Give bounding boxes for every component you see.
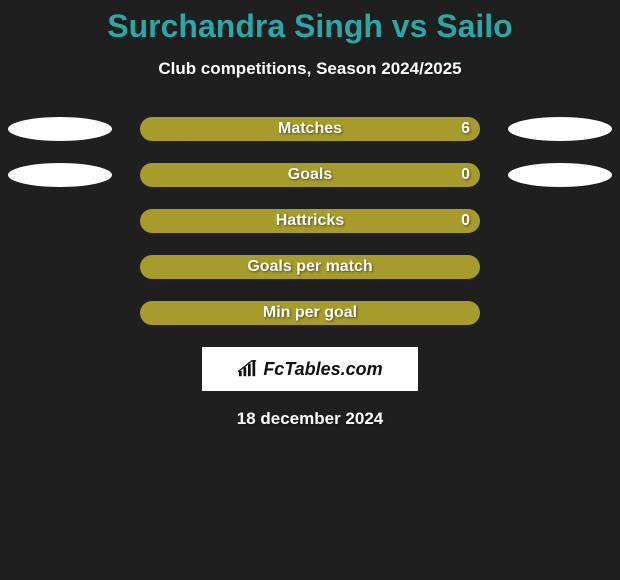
stat-bar: Goals 0 [140, 163, 480, 187]
page-subtitle: Club competitions, Season 2024/2025 [0, 59, 620, 79]
stat-row: Hattricks 0 [0, 209, 620, 233]
stat-value-right: 6 [461, 120, 470, 138]
stat-bar: Hattricks 0 [140, 209, 480, 233]
logo-box: FcTables.com [202, 347, 418, 391]
logo-text: FcTables.com [263, 359, 382, 380]
bar-chart-icon [237, 360, 259, 378]
stat-bar: Matches 6 [140, 117, 480, 141]
right-pill [508, 117, 612, 141]
comparison-infographic: Surchandra Singh vs Sailo Club competiti… [0, 0, 620, 580]
stat-label: Min per goal [140, 304, 480, 322]
stat-bar: Goals per match [140, 255, 480, 279]
stat-label: Matches [140, 120, 480, 138]
stat-label: Goals [140, 166, 480, 184]
stat-row: Goals 0 [0, 163, 620, 187]
stat-label: Goals per match [140, 258, 480, 276]
left-pill [8, 163, 112, 187]
left-pill [8, 117, 112, 141]
stat-label: Hattricks [140, 212, 480, 230]
stat-row: Goals per match [0, 255, 620, 279]
stat-value-right: 0 [461, 166, 470, 184]
right-pill [508, 163, 612, 187]
stat-value-right: 0 [461, 212, 470, 230]
stat-row: Matches 6 [0, 117, 620, 141]
stat-rows: Matches 6 Goals 0 Hattricks 0 [0, 117, 620, 325]
stat-row: Min per goal [0, 301, 620, 325]
page-title: Surchandra Singh vs Sailo [0, 0, 620, 45]
footer-date: 18 december 2024 [0, 409, 620, 429]
stat-bar: Min per goal [140, 301, 480, 325]
